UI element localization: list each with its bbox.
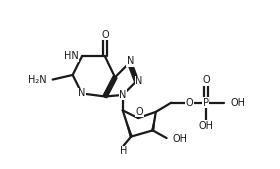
Text: OH: OH: [173, 134, 188, 144]
Text: H: H: [120, 146, 127, 156]
Text: P: P: [203, 98, 209, 108]
Polygon shape: [123, 110, 133, 137]
Text: N: N: [135, 76, 143, 86]
Text: O: O: [202, 75, 210, 85]
Text: OH: OH: [198, 121, 213, 131]
Text: N: N: [78, 88, 86, 98]
Text: O: O: [136, 107, 143, 117]
Text: H₂N: H₂N: [28, 75, 46, 84]
Text: O: O: [102, 30, 109, 40]
Text: N: N: [119, 90, 126, 100]
Polygon shape: [151, 112, 156, 131]
Text: O: O: [186, 98, 193, 108]
Text: HN: HN: [64, 52, 79, 62]
Text: OH: OH: [230, 98, 246, 108]
Text: N: N: [127, 56, 134, 66]
